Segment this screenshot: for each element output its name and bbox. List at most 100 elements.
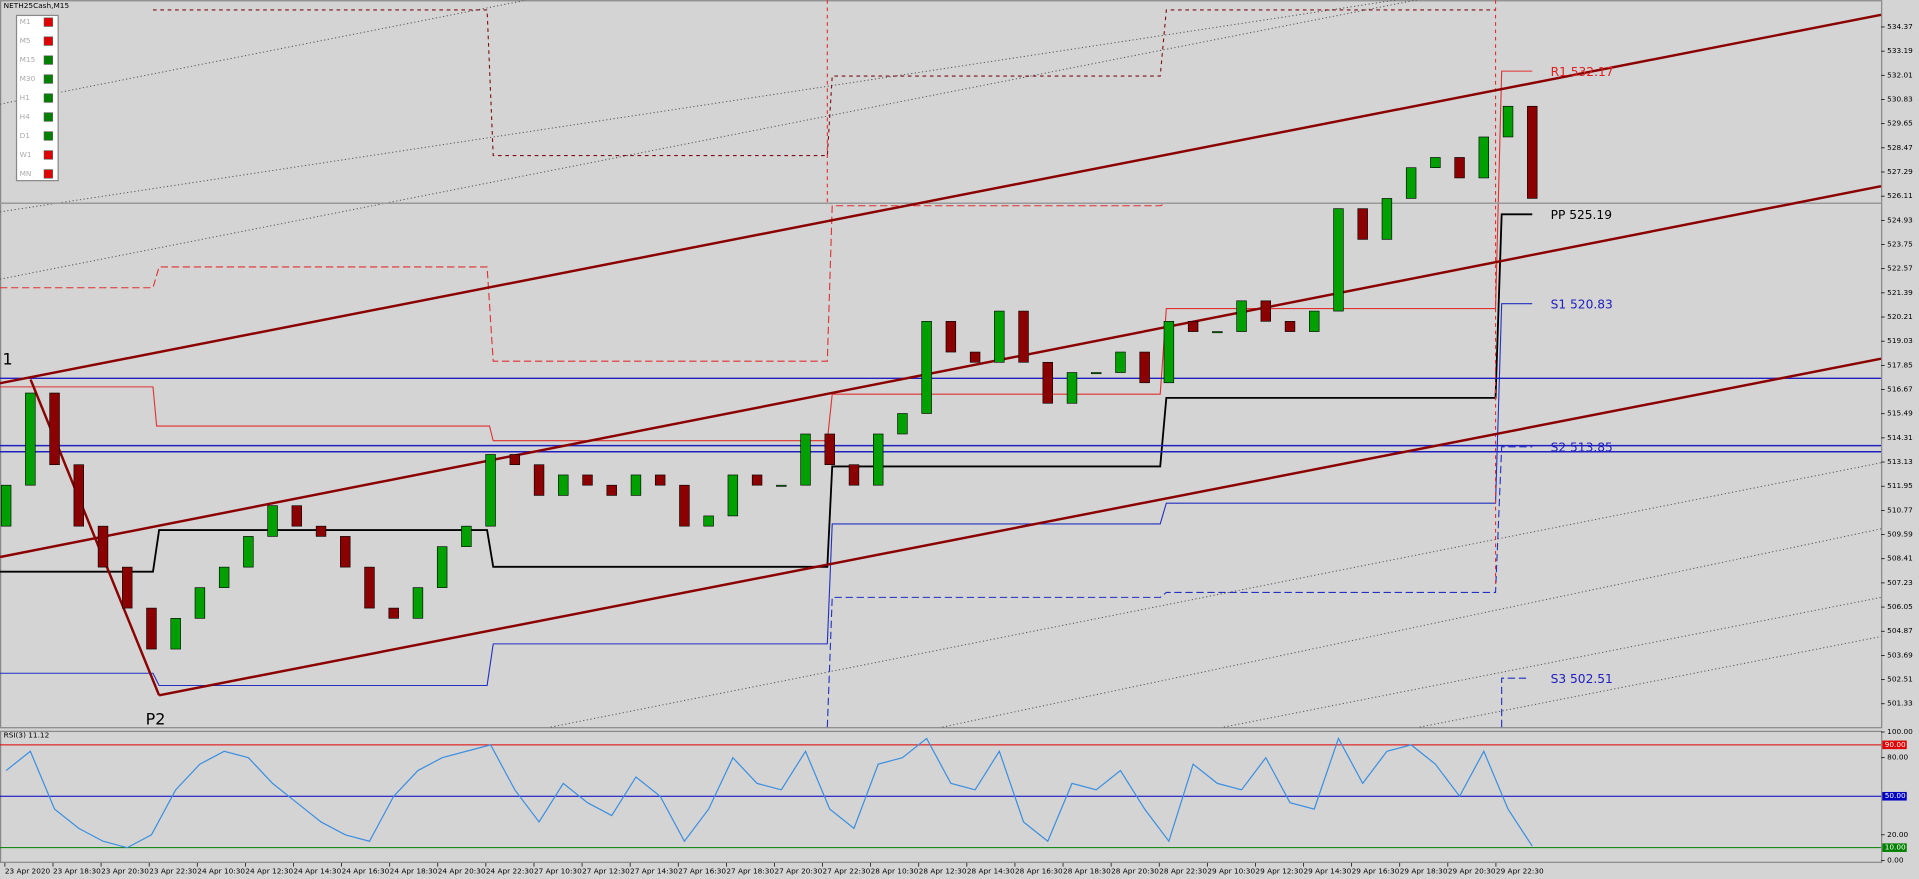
candle [25, 392, 36, 486]
pivot-label: R1 532.17 [1551, 65, 1614, 79]
y-tick-label: 530.83 [1887, 94, 1913, 103]
y-tick-label: 532.01 [1887, 70, 1913, 79]
x-tick-label: 24 Apr 16:30 [342, 867, 390, 876]
channel-lines [0, 13, 1882, 697]
x-tick-label: 29 Apr 14:30 [1304, 867, 1352, 876]
candle [485, 454, 496, 527]
candle [945, 321, 957, 353]
candle [49, 392, 60, 466]
candle [1430, 157, 1441, 169]
candle [1405, 167, 1417, 199]
candle [267, 505, 278, 537]
timeframe-status [43, 17, 53, 27]
timeframe-status [43, 93, 53, 103]
candle [1478, 136, 1490, 179]
symbol-label: NETH25Cash,M15 [4, 1, 70, 10]
candle [340, 536, 351, 568]
candle [243, 536, 254, 568]
y-tick-label: 519.03 [1887, 336, 1913, 345]
y-tick-label: 533.19 [1887, 46, 1913, 55]
timeframe-status [43, 131, 53, 141]
candle [1187, 321, 1199, 332]
timeframe-status [43, 150, 53, 160]
x-tick-label: 29 Apr 18:30 [1400, 867, 1448, 876]
candle [751, 474, 763, 486]
timeframe-status [43, 112, 53, 122]
rsi-y-tick-label: 100.00 [1887, 727, 1913, 736]
y-tick-label: 502.51 [1887, 675, 1913, 684]
candle [1502, 105, 1514, 138]
x-tick-label: 24 Apr 10:30 [197, 867, 245, 876]
y-tick-label: 528.47 [1887, 143, 1913, 152]
y-tick-label: 517.85 [1887, 360, 1913, 369]
main-panel [0, 0, 1883, 729]
candle [727, 474, 739, 517]
timeframe-label: H4 [20, 112, 31, 121]
y-tick-label: 509.59 [1887, 530, 1913, 539]
candle [436, 546, 448, 588]
candle [582, 474, 593, 486]
x-tick-label: 28 Apr 10:30 [871, 867, 919, 876]
x-tick-label: 27 Apr 10:30 [534, 867, 582, 876]
y-tick-label: 501.33 [1887, 699, 1913, 708]
candle [606, 484, 617, 496]
x-tick-label: 24 Apr 12:30 [245, 867, 293, 876]
candle [776, 484, 787, 487]
x-tick-label: 28 Apr 22:30 [1159, 867, 1207, 876]
candle [122, 566, 133, 609]
candle [1236, 300, 1247, 332]
rsi-line [5, 736, 1533, 849]
candle [388, 607, 399, 619]
rsi-level-box [1882, 791, 1907, 801]
candle [1381, 198, 1393, 240]
x-tick-label: 24 Apr 22:30 [486, 867, 534, 876]
candle [921, 321, 932, 414]
x-tick-label: 29 Apr 10:30 [1207, 867, 1255, 876]
candle [994, 310, 1005, 363]
candle [315, 525, 327, 537]
rsi-panel [0, 730, 1883, 863]
candle [1357, 208, 1368, 240]
y-tick-label: 514.31 [1887, 433, 1913, 442]
candle [703, 515, 714, 527]
x-tick-label: 28 Apr 18:30 [1063, 867, 1111, 876]
y-tick-label: 511.95 [1887, 481, 1913, 490]
timeframe-label: M30 [20, 74, 36, 83]
y-tick-label: 507.23 [1887, 578, 1913, 587]
candle [218, 566, 230, 588]
x-tick-label: 27 Apr 18:30 [726, 867, 774, 876]
y-tick-label: 522.57 [1887, 264, 1913, 273]
rsi-y-tick-label: 20.00 [1887, 830, 1908, 839]
x-tick-label: 29 Apr 12:30 [1255, 867, 1303, 876]
x-tick-label: 28 Apr 12:30 [919, 867, 967, 876]
candle [194, 587, 206, 619]
dotted-channel [0, 0, 1882, 728]
timeframe-label: D1 [20, 131, 30, 140]
y-tick-label: 516.67 [1887, 385, 1913, 394]
timeframe-status [43, 74, 53, 84]
y-tick-label: 524.93 [1887, 215, 1913, 224]
candle [897, 413, 908, 435]
candle [0, 484, 12, 527]
rsi-level-label: 90.00 [1885, 740, 1906, 749]
x-tick-label: 23 Apr 20:30 [101, 867, 149, 876]
timeframe-status [43, 36, 53, 46]
y-tick-label: 506.05 [1887, 602, 1913, 611]
candle [654, 474, 666, 486]
rsi-title: RSI(3) 11.12 [4, 731, 50, 740]
x-tick-label: 29 Apr 16:30 [1352, 867, 1400, 876]
x-tick-label: 27 Apr 20:30 [774, 867, 822, 876]
candle [848, 464, 860, 486]
rsi-y-tick-label: 80.00 [1887, 753, 1908, 762]
y-tick-label: 523.75 [1887, 240, 1913, 249]
y-tick-label: 508.41 [1887, 554, 1913, 563]
horizontal-levels [0, 202, 1882, 453]
timeframe-status [43, 169, 53, 179]
x-tick-label: 23 Apr 2020 [5, 867, 51, 876]
candle [1139, 351, 1150, 384]
candle [969, 351, 981, 363]
candles [0, 105, 1538, 650]
candle [509, 454, 521, 466]
x-tick-label: 27 Apr 12:30 [582, 867, 630, 876]
candle [412, 587, 424, 619]
